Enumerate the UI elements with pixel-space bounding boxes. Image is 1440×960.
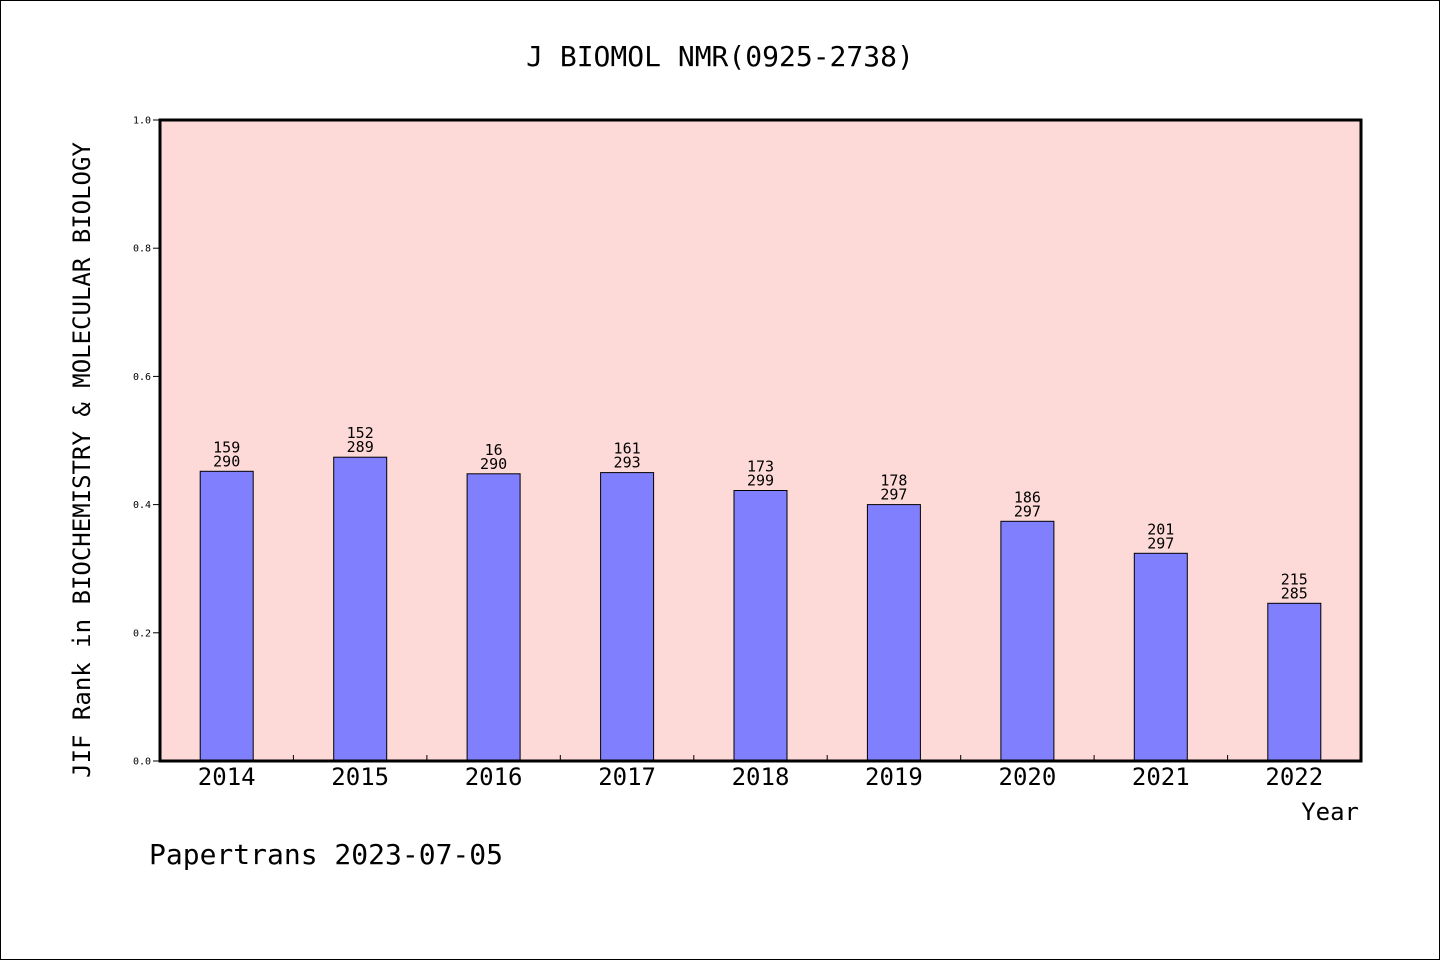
y-axis: 0.0 0.2 0.4 0.6 0.8 1.0 [133,116,160,768]
x-tick-label-2014: 2014 [198,763,256,791]
y-tick-label-0.2: 0.2 [133,628,151,639]
bar-2018 [733,490,788,762]
x-axis: 2014 2015 2016 2017 2018 2019 2020 2021 2022 [198,755,1323,791]
bar-label-rank-2019: 178 [880,472,907,490]
bar-label-rank-2017: 161 [614,440,641,458]
bar-label-total-2014: 290 [213,452,240,470]
bar-2019 [866,504,921,762]
bar-2017 [600,472,655,762]
bar-2015 [333,456,388,762]
y-axis-label: JIF Rank in BIOCHEMISTRY & MOLECULAR BIO… [68,142,96,778]
bar-2014 [199,470,254,762]
bar-label-total-2018: 299 [747,472,774,490]
x-axis-label: Year [1301,798,1359,826]
x-tick-label-2020: 2020 [999,763,1057,791]
bar-label-rank-2015: 152 [347,424,374,442]
bar-label-total-2016: 290 [480,455,507,473]
bar-label-rank-2022: 215 [1281,570,1308,588]
x-tick-label-2018: 2018 [732,763,790,791]
y-tick-label-0.6: 0.6 [133,372,151,383]
bar-label-total-2022: 285 [1281,584,1308,602]
x-tick-label-2019: 2019 [865,763,923,791]
bar-2020 [1000,520,1055,762]
x-tick-label-2016: 2016 [465,763,523,791]
bars-layer [199,456,1322,762]
plot-border [158,118,1363,763]
bar-label-rank-2016: 16 [485,441,503,459]
bar-label-total-2021: 297 [1147,534,1174,552]
bar-2022 [1267,602,1322,762]
y-tick-label-1.0: 1.0 [133,116,151,127]
bar-2016 [466,473,521,762]
y-tick-label-0.0: 0.0 [133,757,151,768]
x-tick-label-2017: 2017 [598,763,656,791]
x-tick-label-2021: 2021 [1132,763,1190,791]
bar-label-total-2019: 297 [880,486,907,504]
chart-title: J BIOMOL NMR(0925-2738) [526,40,914,73]
bar-label-total-2020: 297 [1014,502,1041,520]
y-tick-label-0.4: 0.4 [133,500,151,511]
x-tick-label-2022: 2022 [1265,763,1323,791]
bar-label-total-2015: 289 [347,438,374,456]
bar-label-rank-2020: 186 [1014,488,1041,506]
footer-credit: Papertrans 2023-07-05 [149,838,503,871]
bar-label-rank-2021: 201 [1147,520,1174,538]
x-tick-label-2015: 2015 [331,763,389,791]
bar-label-rank-2018: 173 [747,458,774,476]
bar-label-rank-2014: 159 [213,438,240,456]
bar-label-total-2017: 293 [614,454,641,472]
bar-2021 [1133,552,1188,762]
y-tick-label-0.8: 0.8 [133,244,151,255]
